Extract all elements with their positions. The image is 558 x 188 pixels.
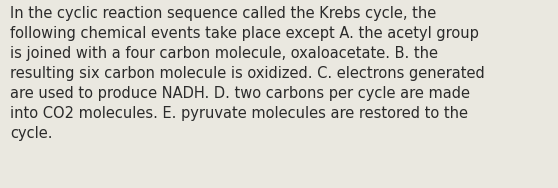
Text: In the cyclic reaction sequence called the Krebs cycle, the
following chemical e: In the cyclic reaction sequence called t…	[10, 6, 485, 141]
